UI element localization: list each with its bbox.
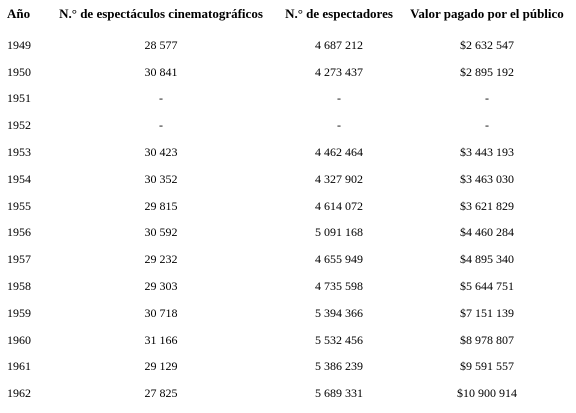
amount-paid-cell: $5 644 751 bbox=[460, 279, 514, 294]
spectators-cell: 4 655 949 bbox=[315, 252, 363, 267]
spectators-cell: - bbox=[337, 91, 341, 106]
year-cell: 1951 bbox=[7, 91, 31, 106]
spectators-cell: 4 687 212 bbox=[315, 37, 363, 52]
table-row: 1949 28 577 4 687 212 $2 632 547 bbox=[2, 32, 573, 59]
spectators-cell: - bbox=[337, 118, 341, 133]
shows-cell: 31 166 bbox=[144, 332, 178, 347]
shows-cell: 28 577 bbox=[144, 37, 178, 52]
shows-cell: 30 718 bbox=[144, 305, 178, 320]
table-row: 1956 30 592 5 091 168 $4 460 284 bbox=[2, 220, 573, 247]
year-cell: 1954 bbox=[7, 171, 31, 186]
table-row: 1951 - - - bbox=[2, 86, 573, 113]
year-cell: 1956 bbox=[7, 225, 31, 240]
header-amount-paid: Valor pagado por el público bbox=[410, 6, 564, 21]
table-row: 1960 31 166 5 532 456 $8 978 807 bbox=[2, 327, 573, 354]
header-row: Año N.° de espectáculos cinematográficos… bbox=[2, 6, 573, 32]
amount-paid-cell: $3 463 030 bbox=[460, 171, 514, 186]
amount-paid-cell: $2 895 192 bbox=[460, 64, 514, 79]
amount-paid-cell: $4 460 284 bbox=[460, 225, 514, 240]
table-row: 1962 27 825 5 689 331 $10 900 914 bbox=[2, 380, 573, 407]
shows-cell: 30 592 bbox=[144, 225, 178, 240]
table-row: 1958 29 303 4 735 598 $5 644 751 bbox=[2, 273, 573, 300]
year-cell: 1961 bbox=[7, 359, 31, 374]
spectators-cell: 4 327 902 bbox=[315, 171, 363, 186]
year-cell: 1949 bbox=[7, 37, 31, 52]
year-cell: 1959 bbox=[7, 305, 31, 320]
spectators-cell: 5 394 366 bbox=[315, 305, 363, 320]
year-cell: 1952 bbox=[7, 118, 31, 133]
amount-paid-cell: $3 443 193 bbox=[460, 145, 514, 160]
amount-paid-cell: - bbox=[485, 118, 489, 133]
spectators-cell: 4 273 437 bbox=[315, 64, 363, 79]
table-row: 1957 29 232 4 655 949 $4 895 340 bbox=[2, 246, 573, 273]
shows-cell: 29 303 bbox=[144, 279, 178, 294]
header-shows: N.° de espectáculos cinematográficos bbox=[59, 6, 263, 21]
shows-cell: 29 815 bbox=[144, 198, 178, 213]
shows-cell: 30 841 bbox=[144, 64, 178, 79]
spectators-cell: 4 614 072 bbox=[315, 198, 363, 213]
shows-cell: 29 129 bbox=[144, 359, 178, 374]
shows-cell: 30 352 bbox=[144, 171, 178, 186]
amount-paid-cell: - bbox=[485, 91, 489, 106]
amount-paid-cell: $9 591 557 bbox=[460, 359, 514, 374]
table-body: 1949 28 577 4 687 212 $2 632 547 1950 30 841 4… bbox=[2, 32, 573, 407]
spectators-cell: 4 735 598 bbox=[315, 279, 363, 294]
year-cell: 1950 bbox=[7, 64, 31, 79]
year-cell: 1960 bbox=[7, 332, 31, 347]
table-header: Año N.° de espectáculos cinematográficos… bbox=[2, 6, 573, 32]
table-row: 1953 30 423 4 462 464 $3 443 193 bbox=[2, 139, 573, 166]
amount-paid-cell: $10 900 914 bbox=[457, 386, 517, 401]
year-cell: 1957 bbox=[7, 252, 31, 267]
spectators-cell: 5 689 331 bbox=[315, 386, 363, 401]
header-year: Año bbox=[7, 6, 31, 21]
shows-cell: - bbox=[159, 91, 163, 106]
statistics-table: Año N.° de espectáculos cinematográficos… bbox=[2, 6, 573, 407]
table-row: 1952 - - - bbox=[2, 112, 573, 139]
table-row: 1954 30 352 4 327 902 $3 463 030 bbox=[2, 166, 573, 193]
year-cell: 1953 bbox=[7, 145, 31, 160]
shows-cell: - bbox=[159, 118, 163, 133]
spectators-cell: 5 386 239 bbox=[315, 359, 363, 374]
amount-paid-cell: $7 151 139 bbox=[460, 305, 514, 320]
table-row: 1955 29 815 4 614 072 $3 621 829 bbox=[2, 193, 573, 220]
spectators-cell: 5 532 456 bbox=[315, 332, 363, 347]
year-cell: 1958 bbox=[7, 279, 31, 294]
spectators-cell: 5 091 168 bbox=[315, 225, 363, 240]
shows-cell: 30 423 bbox=[144, 145, 178, 160]
amount-paid-cell: $4 895 340 bbox=[460, 252, 514, 267]
shows-cell: 27 825 bbox=[144, 386, 178, 401]
amount-paid-cell: $2 632 547 bbox=[460, 37, 514, 52]
shows-cell: 29 232 bbox=[144, 252, 178, 267]
amount-paid-cell: $3 621 829 bbox=[460, 198, 514, 213]
year-cell: 1962 bbox=[7, 386, 31, 401]
header-spectators: N.° de espectadores bbox=[285, 6, 393, 21]
year-cell: 1955 bbox=[7, 198, 31, 213]
table-row: 1950 30 841 4 273 437 $2 895 192 bbox=[2, 59, 573, 86]
table-row: 1959 30 718 5 394 366 $7 151 139 bbox=[2, 300, 573, 327]
spectators-cell: 4 462 464 bbox=[315, 145, 363, 160]
table-row: 1961 29 129 5 386 239 $9 591 557 bbox=[2, 354, 573, 381]
amount-paid-cell: $8 978 807 bbox=[460, 332, 514, 347]
